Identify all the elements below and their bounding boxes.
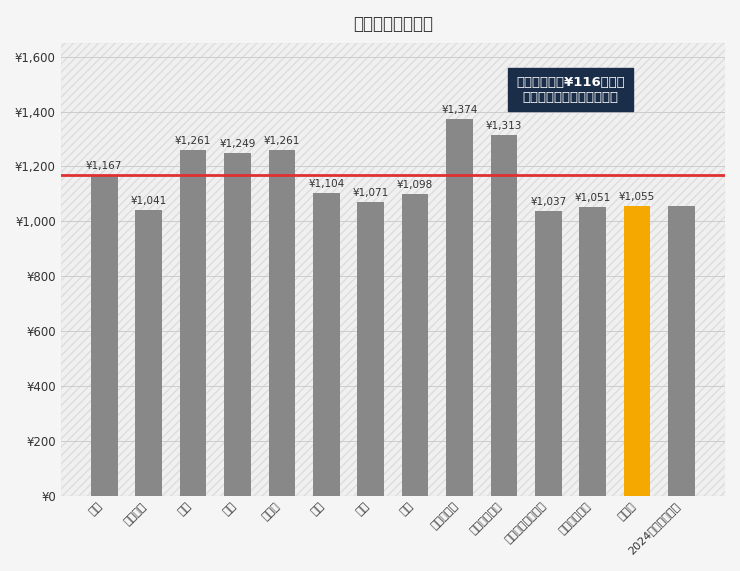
Bar — [135, 210, 162, 496]
Text: 全体平均より¥116低い。
他業界と比較しても低水準: 全体平均より¥116低い。 他業界と比較しても低水準 — [516, 75, 636, 205]
Text: ¥1,051: ¥1,051 — [574, 193, 610, 203]
Text: ¥1,261: ¥1,261 — [175, 135, 211, 146]
Bar — [579, 207, 606, 496]
Text: ¥1,313: ¥1,313 — [485, 121, 522, 131]
Text: ¥1,167: ¥1,167 — [86, 162, 122, 171]
Bar — [61, 43, 725, 496]
Text: ¥1,249: ¥1,249 — [219, 139, 255, 149]
Bar — [180, 150, 206, 496]
Bar — [224, 153, 251, 496]
Bar — [91, 175, 118, 496]
Text: ¥1,374: ¥1,374 — [441, 104, 477, 115]
Text: ¥1,037: ¥1,037 — [530, 197, 566, 207]
Bar — [402, 195, 428, 496]
Text: ¥1,261: ¥1,261 — [263, 135, 300, 146]
Bar — [269, 150, 295, 496]
Bar — [624, 206, 650, 496]
Title: 採用時の最低時給: 採用時の最低時給 — [353, 15, 433, 33]
Bar — [313, 193, 340, 496]
Bar — [535, 211, 562, 496]
Text: ¥1,104: ¥1,104 — [308, 179, 344, 188]
Bar — [446, 119, 473, 496]
Text: ¥1,055: ¥1,055 — [619, 192, 655, 202]
Bar — [357, 202, 384, 496]
Bar — [668, 206, 695, 496]
Text: ¥1,071: ¥1,071 — [352, 188, 389, 198]
Bar — [491, 135, 517, 496]
Text: ¥1,098: ¥1,098 — [397, 180, 433, 190]
Text: ¥1,041: ¥1,041 — [130, 196, 166, 206]
